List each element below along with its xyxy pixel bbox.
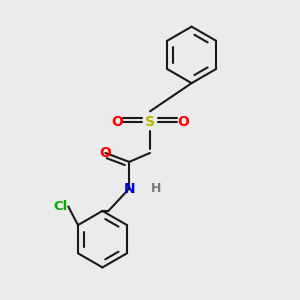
Text: O: O: [100, 146, 111, 160]
Text: O: O: [177, 115, 189, 129]
Text: N: N: [123, 182, 135, 196]
Text: Cl: Cl: [54, 200, 68, 213]
Text: H: H: [151, 182, 161, 195]
Text: O: O: [111, 115, 123, 129]
Text: S: S: [145, 115, 155, 129]
